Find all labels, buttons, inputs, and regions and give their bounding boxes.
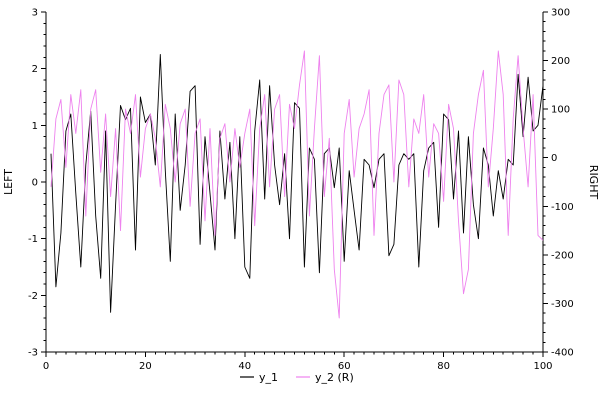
svg-text:100: 100 xyxy=(533,361,552,372)
legend: y_1 y_2 (R) xyxy=(240,371,354,384)
left-axis-title: LEFT xyxy=(2,169,15,195)
svg-text:-400: -400 xyxy=(551,348,574,359)
svg-text:-200: -200 xyxy=(551,250,574,261)
axes xyxy=(45,12,544,353)
svg-text:60: 60 xyxy=(338,361,351,372)
right-axis-title: RIGHT xyxy=(587,165,600,200)
svg-text:3: 3 xyxy=(32,8,38,19)
svg-text:80: 80 xyxy=(437,361,450,372)
svg-text:200: 200 xyxy=(551,56,570,67)
axis-ticks xyxy=(41,11,548,357)
svg-text:0: 0 xyxy=(43,361,49,372)
legend-label-y2: y_2 (R) xyxy=(315,371,354,384)
legend-label-y1: y_1 xyxy=(259,371,278,384)
svg-text:300: 300 xyxy=(551,8,570,19)
svg-text:40: 40 xyxy=(238,361,251,372)
svg-text:0: 0 xyxy=(551,153,557,164)
svg-text:2: 2 xyxy=(32,64,38,75)
svg-text:-2: -2 xyxy=(28,291,38,302)
svg-text:100: 100 xyxy=(551,105,570,116)
series-lines xyxy=(50,50,544,319)
svg-text:-1: -1 xyxy=(28,234,38,245)
svg-text:-100: -100 xyxy=(551,202,574,213)
series-line-y-1 xyxy=(50,54,544,313)
axis-tick-labels: -3 -2 -1 0 1 2 3 -400 -300 -200 -100 0 100 200 300 0 20 4… xyxy=(28,8,574,373)
svg-text:-300: -300 xyxy=(551,299,574,310)
svg-text:-3: -3 xyxy=(28,348,38,359)
series-line-y-2-R- xyxy=(50,50,544,319)
svg-text:1: 1 xyxy=(32,121,38,132)
svg-text:0: 0 xyxy=(32,178,38,189)
svg-text:20: 20 xyxy=(139,361,152,372)
